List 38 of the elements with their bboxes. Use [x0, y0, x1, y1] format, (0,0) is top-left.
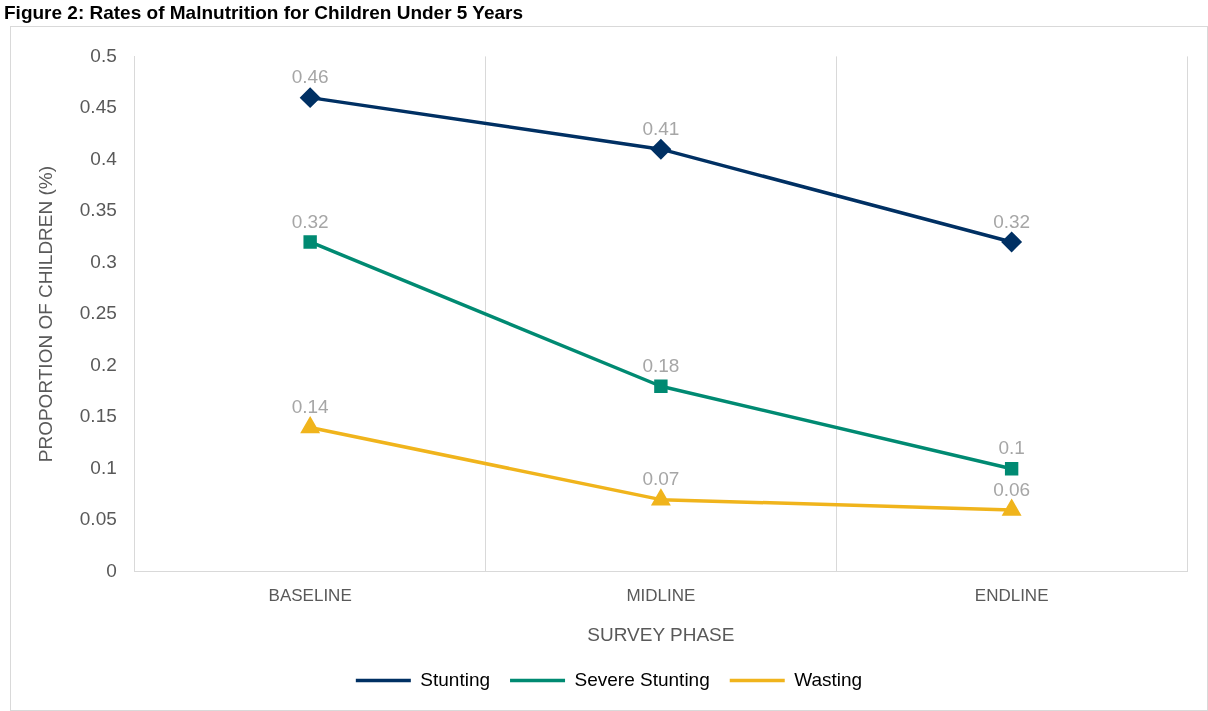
data-label: 0.32 — [993, 210, 1031, 232]
point — [654, 379, 668, 393]
data-label: 0.46 — [291, 66, 329, 88]
data-label: 0.41 — [642, 117, 680, 139]
y-tick-label: 0.2 — [90, 353, 117, 375]
y-tick-label: 0.05 — [79, 508, 117, 530]
y-axis-title: PROPORTION OF CHILDREN (%) — [34, 165, 56, 463]
data-label: 0.06 — [993, 478, 1031, 500]
y-tick-label: 0.4 — [90, 147, 118, 169]
data-label: 0.1 — [998, 437, 1025, 459]
y-tick-label: 0.5 — [90, 44, 117, 66]
legend-label: Wasting — [794, 668, 863, 690]
point — [1001, 232, 1022, 252]
data-label: 0.07 — [642, 468, 680, 490]
legend-label: Severe Stunting — [574, 668, 710, 690]
point — [651, 139, 671, 159]
y-tick-label: 0.3 — [90, 250, 117, 272]
point — [301, 417, 319, 434]
x-axis-title: SURVEY PHASE — [587, 623, 735, 645]
point — [1004, 462, 1019, 476]
y-tick-label: 0.15 — [79, 405, 117, 427]
y-tick-label: 0.35 — [79, 199, 117, 221]
data-label: 0.18 — [642, 354, 680, 376]
point — [1002, 500, 1021, 516]
point — [303, 235, 317, 249]
point — [300, 87, 320, 108]
y-tick-label: 0.45 — [79, 96, 117, 118]
x-tick-label: BASELINE — [268, 585, 352, 605]
x-tick-label: MIDLINE — [626, 585, 696, 605]
chart-title: Figure 2: Rates of Malnutrition for Children Under 5 Years — [3, 1, 525, 25]
y-tick-label: 0 — [106, 560, 117, 582]
y-tick-label: 0.25 — [79, 302, 117, 324]
y-tick-label: 0.1 — [90, 456, 117, 478]
point — [652, 489, 670, 506]
legend-label: Stunting — [420, 668, 491, 690]
x-tick-label: ENDLINE — [974, 585, 1049, 605]
data-label: 0.32 — [291, 210, 329, 232]
data-label: 0.14 — [291, 396, 330, 418]
